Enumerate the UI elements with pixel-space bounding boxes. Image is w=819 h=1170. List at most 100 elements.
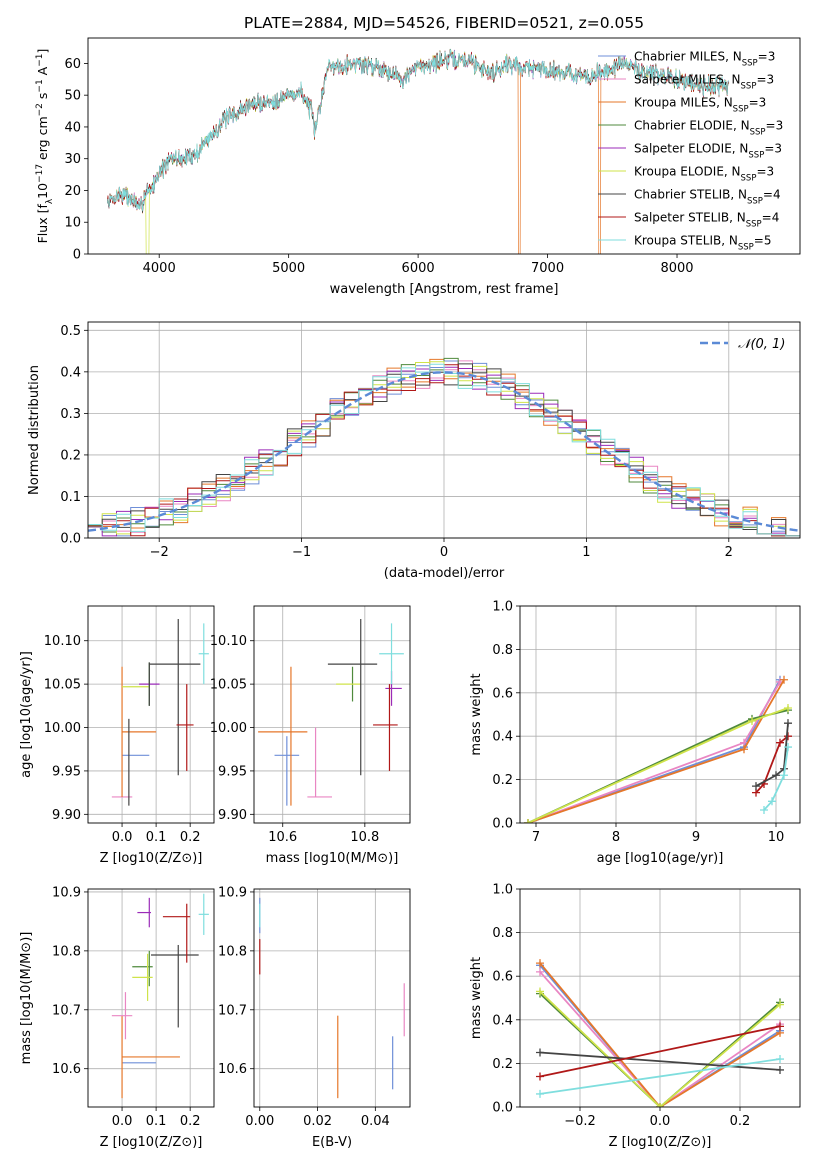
- x-tick-label: 0.2: [730, 1114, 751, 1129]
- weight-marker: [524, 819, 532, 823]
- y-tick-label: 0.1: [60, 490, 81, 505]
- x-axis-label: Z [log10(Z/Z⊙)]: [100, 851, 203, 866]
- y-axis-label: mass weight: [469, 673, 484, 755]
- legend-eq: =: [764, 142, 774, 156]
- y-axis-label-part: A: [35, 66, 50, 79]
- legend-entry: Kroupa STELIB, NSSP=5: [634, 234, 772, 253]
- x-tick-label: 0.0: [650, 1114, 671, 1129]
- weight-marker: [780, 675, 788, 684]
- errorbar-kroupa-stelib: [198, 623, 209, 685]
- weight-line-chabrier-miles: [524, 675, 784, 823]
- plot-area: [524, 675, 792, 823]
- y-tick-label: 0.2: [492, 773, 513, 788]
- legend-eq: =: [763, 188, 773, 202]
- weight-path: [539, 1025, 781, 1078]
- y-axis-label-part: −2: [35, 103, 45, 116]
- y-tick-label: 0.2: [60, 448, 81, 463]
- x-tick-label: 0.0: [112, 830, 133, 845]
- weight-marker: [780, 771, 788, 780]
- weight-line-salpeter-stelib: [536, 1022, 784, 1081]
- weight-marker: [776, 738, 784, 747]
- y-axis-label: mass weight: [469, 957, 484, 1039]
- weight-path: [539, 990, 781, 1107]
- legend-eq: =: [754, 234, 764, 248]
- plot-area: [88, 357, 800, 537]
- legend-subscript: SSP: [742, 59, 758, 69]
- x-tick-label: 4000: [143, 261, 176, 276]
- y-tick-label: 0.4: [492, 730, 513, 745]
- x-tick-label: −0.2: [564, 1114, 596, 1129]
- legend-sep: , N: [716, 96, 733, 110]
- legend-library: Kroupa ELODIE: [634, 165, 724, 179]
- x-axis-label: age [log10(age/yr)]: [597, 851, 724, 866]
- spectrum-panel: 4000 5000 6000 7000 8000 0 10 20 30 40 50 60 wavelen…: [35, 37, 801, 297]
- x-tick-label: 0.2: [180, 830, 201, 845]
- legend-nssp: 3: [774, 142, 782, 156]
- legend-sep: , N: [729, 211, 746, 225]
- legend-subscript: SSP: [748, 151, 764, 161]
- legend-eq: =: [766, 119, 776, 133]
- weight-path: [539, 971, 781, 1107]
- x-tick-label: 10.8: [350, 830, 379, 845]
- axes-frame: [253, 888, 411, 1108]
- y-axis-label-part: −17: [35, 164, 45, 183]
- legend-entry: Salpeter ELODIE, NSSP=3: [634, 142, 782, 161]
- weight-marker: [740, 745, 748, 754]
- y-tick-label: 10.05: [44, 678, 81, 693]
- weight-marker: [776, 1055, 784, 1064]
- y-tick-label: 0.0: [492, 817, 513, 832]
- weight-marker: [776, 1065, 784, 1074]
- weight-marker: [536, 1072, 544, 1081]
- weight-marker: [536, 959, 544, 968]
- x-tick-label: 0.0: [112, 1114, 133, 1129]
- legend-subscript: SSP: [750, 128, 766, 138]
- y-tick-label: 0.4: [492, 1013, 513, 1028]
- legend-nssp: 3: [768, 50, 776, 64]
- y-axis-label-part: s: [35, 93, 50, 104]
- x-tick-label: 0.1: [146, 830, 167, 845]
- weight-line-kroupa-elodie: [524, 703, 792, 823]
- y-axis-label-part: λ: [45, 198, 55, 204]
- legend-entry: Kroupa ELODIE, NSSP=3: [634, 165, 774, 184]
- weight-marker: [784, 732, 792, 741]
- weight-path: [527, 681, 781, 823]
- weight-marker: [760, 805, 768, 814]
- weight-path: [755, 723, 789, 787]
- legend-nssp: 4: [772, 211, 780, 225]
- weight-marker: [776, 1022, 784, 1031]
- plot-area: [111, 893, 209, 1099]
- mass-vs-metallicity-panel: 0.0 0.1 0.2 10.6 10.7 10.8 10.9 Z [log10(Z/Z⊙)]…: [19, 885, 215, 1150]
- legend-normal-label: 𝒩(0, 1): [738, 337, 785, 352]
- legend-library: Salpeter STELIB: [634, 211, 729, 225]
- y-tick-label: 10.00: [44, 721, 81, 736]
- weight-marker: [776, 1000, 784, 1009]
- x-tick-label: 10: [768, 830, 785, 845]
- y-tick-label: 10.8: [52, 944, 81, 959]
- legend-sep: , N: [721, 234, 738, 248]
- weight-path: [527, 679, 785, 823]
- weight-line-chabrier-stelib: [536, 1048, 784, 1074]
- weight-marker: [784, 743, 792, 752]
- weight-path: [539, 964, 781, 1107]
- y-tick-label: 10.8: [218, 944, 247, 959]
- axes-frame: [87, 605, 215, 824]
- y-axis-label-part: Flux [f: [35, 204, 50, 244]
- y-tick-label: 10.10: [44, 634, 81, 649]
- axes-frame: [87, 37, 801, 255]
- y-axis-label-part: 10: [35, 183, 50, 199]
- y-tick-label: 0.6: [492, 970, 513, 985]
- y-axis-label-part: −1: [35, 79, 45, 92]
- x-axis-label: Z [log10(Z/Z⊙)]: [100, 1135, 203, 1150]
- grid-lines: [254, 889, 410, 1107]
- x-tick-label: 8: [612, 830, 620, 845]
- normal-reference-curve: [88, 371, 800, 532]
- legend-sep: , N: [724, 73, 741, 87]
- y-axis-label: Normed distribution: [27, 365, 42, 495]
- legend-nssp: 3: [776, 119, 784, 133]
- y-axis-label-part: ]: [35, 49, 50, 54]
- legend-nssp: 4: [773, 188, 781, 202]
- legend-sep: , N: [730, 188, 747, 202]
- residual-histogram-panel: −2 −1 0 1 2 0.0 0.1 0.2 0.3 0.4 0.5 (data-model)/er…: [27, 321, 801, 581]
- x-tick-label: 1: [582, 545, 590, 560]
